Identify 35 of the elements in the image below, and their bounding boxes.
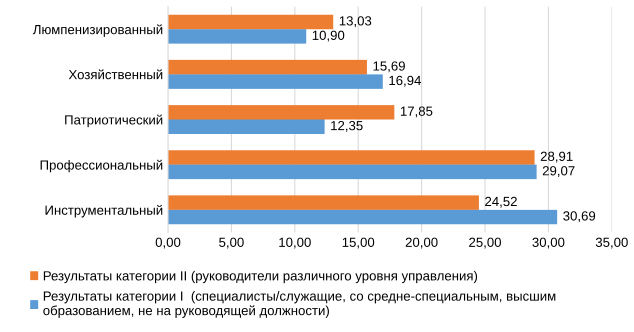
data-label: 28,91: [540, 152, 573, 163]
data-label: 10,90: [312, 30, 344, 42]
y-tick-label: Инструментальный: [46, 204, 162, 218]
x-tick-label: 25,00: [469, 238, 502, 249]
x-tick-label: 10,00: [279, 238, 311, 249]
data-label: 30,69: [563, 211, 596, 222]
x-tick-label: 20,00: [406, 238, 438, 249]
data-label: 15,69: [374, 61, 405, 72]
x-tick-label: 15,00: [342, 238, 374, 249]
bar: [168, 164, 537, 180]
bar: [168, 150, 535, 165]
bar: [168, 60, 367, 74]
x-tick-label: 30,00: [532, 238, 564, 249]
legend-label: Результаты категории I (специалисты/служащие, со средне-специальным, высшим образованием, не на руководящей должности): [43, 291, 556, 318]
x-tick-label: 0,00: [156, 238, 180, 249]
bar: [168, 195, 479, 210]
legend-label: Результаты категории II (руководители различного уровня управления): [44, 270, 478, 284]
bar: [168, 29, 306, 44]
bar: [168, 120, 325, 134]
data-label: 24,52: [485, 196, 517, 208]
data-label: 12,35: [331, 120, 363, 132]
bar: [168, 74, 383, 89]
y-tick-label: Люмпенизированный: [32, 24, 162, 37]
data-label: 13,03: [340, 16, 372, 28]
bar: [168, 210, 558, 224]
x-tick-label: 35,00: [596, 238, 628, 249]
bar: [168, 105, 394, 120]
data-label: 17,85: [400, 106, 432, 118]
data-label: 29,07: [542, 166, 575, 177]
y-tick-label: Хозяйственный: [68, 69, 162, 80]
data-label: 16,94: [389, 76, 421, 87]
y-tick-label: Профессиональный: [40, 160, 162, 172]
bar: [168, 14, 334, 30]
x-tick-label: 5,00: [219, 238, 244, 249]
y-tick-label: Патриотический: [65, 114, 162, 128]
